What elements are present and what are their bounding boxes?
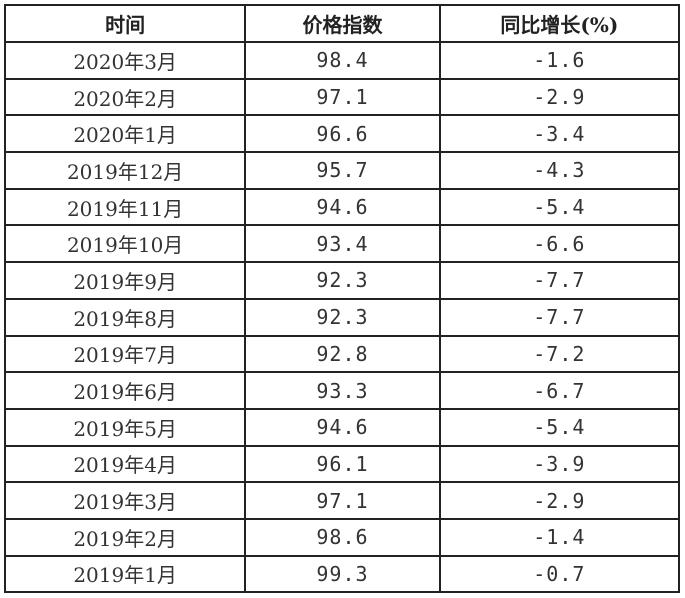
- cell-price-index: 92.8: [244, 334, 441, 374]
- table-row: 2019年10月 93.4 -6.6: [3, 224, 681, 264]
- table-row: 2020年1月 96.6 -3.4: [3, 114, 681, 154]
- table-row: 2019年5月 94.6 -5.4: [3, 407, 681, 447]
- table-row: 2019年6月 93.3 -6.7: [3, 371, 681, 410]
- cell-price-index: 98.6: [244, 517, 441, 557]
- cell-time: 2019年7月: [3, 334, 247, 374]
- cell-yoy-growth: -2.9: [438, 481, 681, 520]
- cell-time: 2019年4月: [3, 444, 247, 484]
- cell-price-index: 96.1: [244, 444, 441, 484]
- cell-price-index: 92.3: [244, 261, 441, 300]
- table-row: 2019年8月 92.3 -7.7: [3, 297, 681, 337]
- cell-price-index: 95.7: [244, 151, 441, 190]
- cell-time: 2019年1月: [3, 554, 247, 594]
- cell-time: 2020年1月: [3, 114, 247, 154]
- cell-price-index: 94.6: [244, 407, 441, 447]
- cell-yoy-growth: -7.2: [438, 334, 681, 374]
- header-yoy-growth: 同比增长(%): [438, 4, 681, 43]
- cell-price-index: 99.3: [244, 554, 441, 594]
- cell-yoy-growth: -7.7: [438, 261, 681, 300]
- table-row: 2019年11月 94.6 -5.4: [3, 187, 681, 227]
- cell-time: 2019年5月: [3, 407, 247, 447]
- table-row: 2019年7月 92.8 -7.2: [3, 334, 681, 374]
- cell-price-index: 96.6: [244, 114, 441, 154]
- table-row: 2019年9月 92.3 -7.7: [3, 261, 681, 300]
- cell-yoy-growth: -1.4: [438, 517, 681, 557]
- header-time: 时间: [3, 4, 247, 43]
- table-row: 2019年1月 99.3 -0.7: [3, 554, 681, 594]
- header-row: 时间 价格指数 同比增长(%): [3, 4, 681, 43]
- cell-yoy-growth: -5.4: [438, 187, 681, 227]
- cell-yoy-growth: -6.7: [438, 371, 681, 410]
- cell-yoy-growth: -0.7: [438, 554, 681, 594]
- cell-time: 2019年3月: [3, 481, 247, 520]
- cell-yoy-growth: -3.4: [438, 114, 681, 154]
- cell-time: 2019年2月: [3, 517, 247, 557]
- cell-yoy-growth: -7.7: [438, 297, 681, 337]
- table-row: 2019年3月 97.1 -2.9: [3, 481, 681, 520]
- cell-price-index: 97.1: [244, 77, 441, 117]
- cell-price-index: 92.3: [244, 297, 441, 337]
- cell-time: 2019年9月: [3, 261, 247, 300]
- cell-time: 2019年10月: [3, 224, 247, 264]
- cell-time: 2019年12月: [3, 151, 247, 190]
- cell-yoy-growth: -5.4: [438, 407, 681, 447]
- cell-yoy-growth: -4.3: [438, 151, 681, 190]
- cell-yoy-growth: -3.9: [438, 444, 681, 484]
- cell-time: 2019年11月: [3, 187, 247, 227]
- cell-price-index: 93.4: [244, 224, 441, 264]
- header-price-index: 价格指数: [244, 4, 441, 43]
- table-row: 2020年2月 97.1 -2.9: [3, 77, 681, 117]
- cell-time: 2020年3月: [3, 41, 247, 80]
- table-row: 2020年3月 98.4 -1.6: [3, 41, 681, 80]
- cell-time: 2019年6月: [3, 371, 247, 410]
- cell-yoy-growth: -2.9: [438, 77, 681, 117]
- table-row: 2019年12月 95.7 -4.3: [3, 151, 681, 190]
- cell-price-index: 97.1: [244, 481, 441, 520]
- price-index-table: 时间 价格指数 同比增长(%) 2020年3月 98.4 -1.6 2020年2月 97…: [3, 4, 681, 594]
- cell-time: 2020年2月: [3, 77, 247, 117]
- table-row: 2019年2月 98.6 -1.4: [3, 517, 681, 557]
- cell-yoy-growth: -6.6: [438, 224, 681, 264]
- cell-yoy-growth: -1.6: [438, 41, 681, 80]
- cell-price-index: 98.4: [244, 41, 441, 80]
- cell-time: 2019年8月: [3, 297, 247, 337]
- cell-price-index: 94.6: [244, 187, 441, 227]
- table-row: 2019年4月 96.1 -3.9: [3, 444, 681, 484]
- cell-price-index: 93.3: [244, 371, 441, 410]
